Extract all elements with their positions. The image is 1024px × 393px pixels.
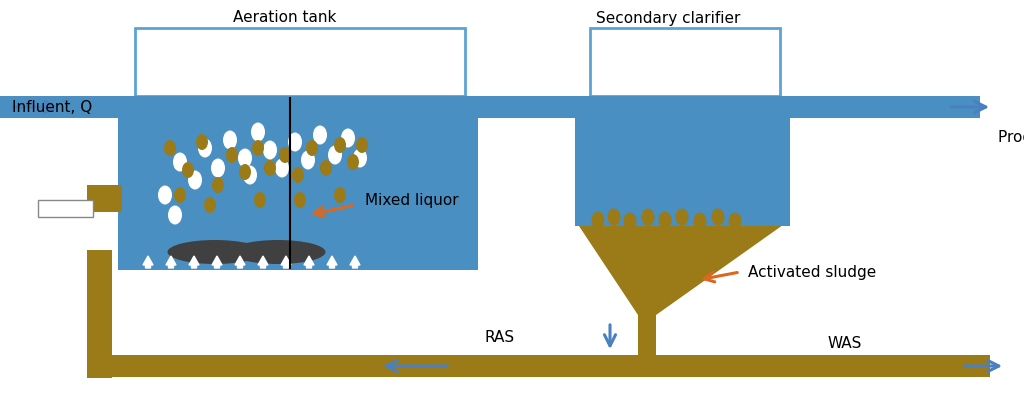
Ellipse shape [275, 158, 289, 178]
Ellipse shape [592, 211, 604, 228]
Text: Aeration tank: Aeration tank [233, 11, 337, 26]
Ellipse shape [252, 140, 264, 156]
Ellipse shape [607, 209, 621, 226]
Ellipse shape [204, 197, 216, 213]
Bar [87, 355, 987, 377]
Text: RAS: RAS [485, 331, 515, 345]
Ellipse shape [164, 140, 176, 156]
FancyArrow shape [304, 256, 314, 268]
Ellipse shape [712, 209, 725, 226]
Ellipse shape [196, 134, 208, 150]
Ellipse shape [226, 147, 238, 163]
Ellipse shape [328, 145, 342, 165]
Ellipse shape [182, 162, 194, 178]
Ellipse shape [294, 192, 306, 208]
Ellipse shape [292, 167, 304, 183]
Ellipse shape [254, 192, 266, 208]
Ellipse shape [158, 185, 172, 204]
FancyArrow shape [234, 256, 245, 268]
Ellipse shape [693, 213, 707, 230]
Ellipse shape [728, 213, 741, 230]
Ellipse shape [198, 138, 212, 158]
Ellipse shape [334, 137, 346, 153]
Ellipse shape [624, 213, 637, 230]
FancyArrow shape [281, 256, 291, 268]
Ellipse shape [212, 177, 224, 193]
Ellipse shape [264, 160, 276, 176]
Ellipse shape [188, 171, 202, 189]
Ellipse shape [168, 240, 262, 264]
FancyArrow shape [189, 256, 199, 268]
Ellipse shape [279, 147, 291, 163]
Ellipse shape [230, 240, 326, 264]
FancyArrow shape [258, 256, 268, 268]
FancyArrow shape [212, 256, 222, 268]
Bar [118, 96, 478, 270]
Ellipse shape [168, 206, 182, 224]
Bar [135, 28, 465, 96]
Bar [87, 185, 122, 212]
Ellipse shape [641, 209, 654, 226]
Ellipse shape [658, 211, 672, 228]
Ellipse shape [238, 149, 252, 167]
Ellipse shape [174, 187, 186, 203]
FancyArrow shape [143, 256, 153, 268]
Ellipse shape [223, 130, 237, 149]
Bar [638, 315, 656, 355]
Ellipse shape [313, 125, 327, 145]
Ellipse shape [306, 140, 318, 156]
Bar [38, 200, 93, 217]
Bar [575, 215, 790, 226]
Ellipse shape [341, 129, 355, 147]
Bar [0, 96, 961, 118]
Ellipse shape [251, 123, 265, 141]
Ellipse shape [288, 132, 302, 151]
Ellipse shape [676, 209, 688, 226]
Ellipse shape [239, 164, 251, 180]
FancyArrow shape [166, 256, 176, 268]
Ellipse shape [319, 160, 332, 176]
Bar [478, 96, 575, 118]
Bar [750, 355, 990, 377]
Polygon shape [575, 220, 790, 315]
Ellipse shape [173, 152, 187, 171]
Ellipse shape [353, 149, 367, 167]
Ellipse shape [334, 187, 346, 203]
Text: Mixed liquor: Mixed liquor [365, 193, 459, 208]
Ellipse shape [243, 165, 257, 184]
Text: Influent, Q: Influent, Q [12, 99, 92, 114]
FancyArrow shape [327, 256, 337, 268]
Bar [790, 96, 980, 118]
Ellipse shape [211, 158, 225, 178]
Bar [575, 96, 790, 226]
Bar [87, 250, 112, 378]
Text: Activated sludge: Activated sludge [748, 264, 877, 279]
Bar [87, 355, 967, 377]
Ellipse shape [347, 154, 359, 170]
Text: WAS: WAS [827, 336, 862, 351]
Text: Secondary clarifier: Secondary clarifier [596, 11, 740, 26]
FancyArrow shape [350, 256, 360, 268]
Ellipse shape [263, 141, 278, 160]
Bar [590, 28, 780, 96]
Ellipse shape [301, 151, 315, 169]
Text: Product water: Product water [998, 130, 1024, 145]
Ellipse shape [356, 137, 368, 153]
